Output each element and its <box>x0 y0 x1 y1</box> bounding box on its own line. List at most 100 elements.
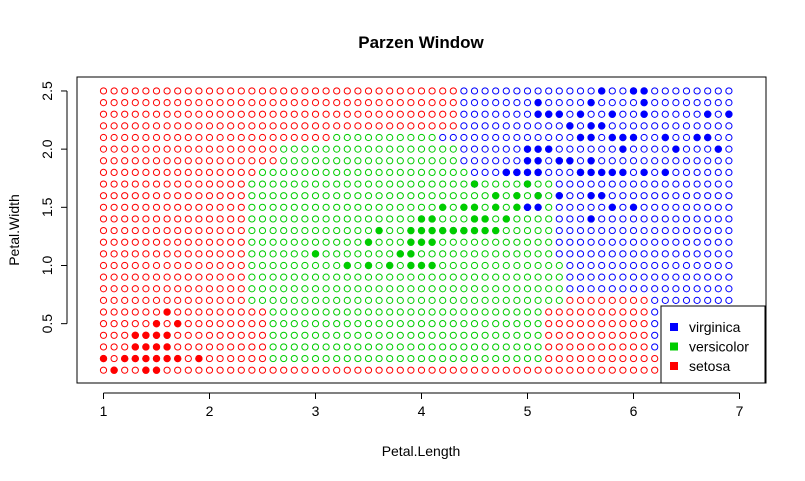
data-point-virginica <box>640 87 648 95</box>
grid-point-setosa <box>227 261 235 270</box>
grid-point-setosa <box>629 366 638 374</box>
grid-point-setosa <box>174 366 182 374</box>
grid-point-versicolor <box>322 145 330 153</box>
grid-point-virginica <box>587 273 595 281</box>
grid-point-setosa <box>237 285 245 293</box>
grid-point-versicolor <box>301 343 309 351</box>
grid-point-versicolor <box>333 320 341 328</box>
grid-point-setosa <box>99 285 108 293</box>
grid-point-virginica <box>492 87 500 95</box>
grid-point-virginica <box>598 261 606 270</box>
y-tick-label: 1.5 <box>39 197 55 217</box>
grid-point-virginica <box>576 203 585 211</box>
grid-point-setosa <box>163 296 171 304</box>
grid-point-versicolor <box>513 354 521 363</box>
grid-point-virginica <box>651 343 659 351</box>
grid-point-versicolor <box>407 285 415 293</box>
grid-point-versicolor <box>280 343 288 351</box>
grid-point-versicolor <box>449 296 457 304</box>
grid-point-setosa <box>640 320 648 328</box>
grid-point-versicolor <box>513 215 521 223</box>
grid-point-setosa <box>184 192 192 200</box>
grid-point-versicolor <box>470 261 479 270</box>
data-point-virginica <box>513 168 521 177</box>
x-tick-label: 7 <box>736 403 744 419</box>
grid-point-virginica <box>651 133 659 142</box>
grid-point-versicolor <box>322 168 330 177</box>
grid-point-versicolor <box>439 343 447 351</box>
grid-point-setosa <box>110 157 118 165</box>
grid-point-versicolor <box>460 192 468 200</box>
grid-point-virginica <box>672 261 680 270</box>
grid-point-versicolor <box>449 354 457 363</box>
grid-point-setosa <box>269 122 277 130</box>
data-point-virginica <box>598 191 606 200</box>
grid-point-virginica <box>470 157 479 165</box>
grid-point-setosa <box>152 203 161 211</box>
grid-point-setosa <box>640 366 648 374</box>
grid-point-virginica <box>481 145 489 153</box>
grid-point-versicolor <box>449 261 457 270</box>
grid-point-setosa <box>449 366 457 374</box>
grid-point-setosa <box>131 145 139 153</box>
grid-point-versicolor <box>417 308 426 316</box>
grid-point-virginica <box>545 168 553 177</box>
data-point-virginica <box>545 110 553 118</box>
grid-point-setosa <box>449 110 457 118</box>
grid-point-versicolor <box>386 157 394 165</box>
grid-point-setosa <box>333 99 341 107</box>
grid-point-setosa <box>110 261 118 270</box>
grid-point-setosa <box>248 320 256 328</box>
grid-point-virginica <box>449 133 457 142</box>
grid-point-virginica <box>470 133 479 142</box>
grid-point-setosa <box>121 331 129 339</box>
grid-point-versicolor <box>248 192 256 200</box>
grid-point-versicolor <box>333 285 341 293</box>
grid-point-setosa <box>163 157 171 165</box>
grid-point-versicolor <box>492 308 500 316</box>
grid-point-versicolor <box>407 273 415 281</box>
grid-point-setosa <box>131 215 139 223</box>
data-point-virginica <box>640 168 648 177</box>
grid-point-setosa <box>195 145 203 153</box>
grid-point-virginica <box>608 157 616 165</box>
grid-point-virginica <box>651 122 659 130</box>
grid-point-versicolor <box>460 180 468 188</box>
grid-point-versicolor <box>322 331 330 339</box>
legend-label-virginica: virginica <box>689 319 741 335</box>
grid-point-virginica <box>629 285 638 293</box>
grid-point-setosa <box>343 87 351 95</box>
grid-point-versicolor <box>333 308 341 316</box>
grid-point-setosa <box>121 203 129 211</box>
grid-point-setosa <box>248 366 256 374</box>
grid-point-versicolor <box>481 296 489 304</box>
grid-point-setosa <box>152 215 161 223</box>
grid-point-versicolor <box>301 215 309 223</box>
grid-point-setosa <box>205 296 214 304</box>
data-point-setosa <box>163 308 171 316</box>
grid-point-setosa <box>205 354 214 363</box>
grid-point-virginica <box>513 99 521 107</box>
grid-point-versicolor <box>258 215 267 223</box>
grid-point-virginica <box>704 215 712 223</box>
grid-point-setosa <box>555 308 563 316</box>
data-point-setosa <box>131 354 139 363</box>
data-point-virginica <box>587 215 595 223</box>
grid-point-versicolor <box>555 285 563 293</box>
grid-point-setosa <box>184 308 192 316</box>
grid-point-setosa <box>195 226 203 235</box>
grid-point-versicolor <box>248 238 256 246</box>
grid-point-setosa <box>205 331 214 339</box>
grid-point-versicolor <box>311 308 320 316</box>
grid-point-setosa <box>417 99 426 107</box>
grid-point-versicolor <box>417 285 426 293</box>
grid-point-virginica <box>566 168 574 177</box>
grid-point-setosa <box>248 99 256 107</box>
grid-point-virginica <box>693 168 701 177</box>
grid-point-versicolor <box>481 261 489 270</box>
grid-point-virginica <box>629 122 638 130</box>
data-point-virginica <box>534 98 542 107</box>
grid-point-setosa <box>364 87 373 95</box>
grid-point-versicolor <box>513 320 521 328</box>
grid-point-virginica <box>587 250 595 258</box>
